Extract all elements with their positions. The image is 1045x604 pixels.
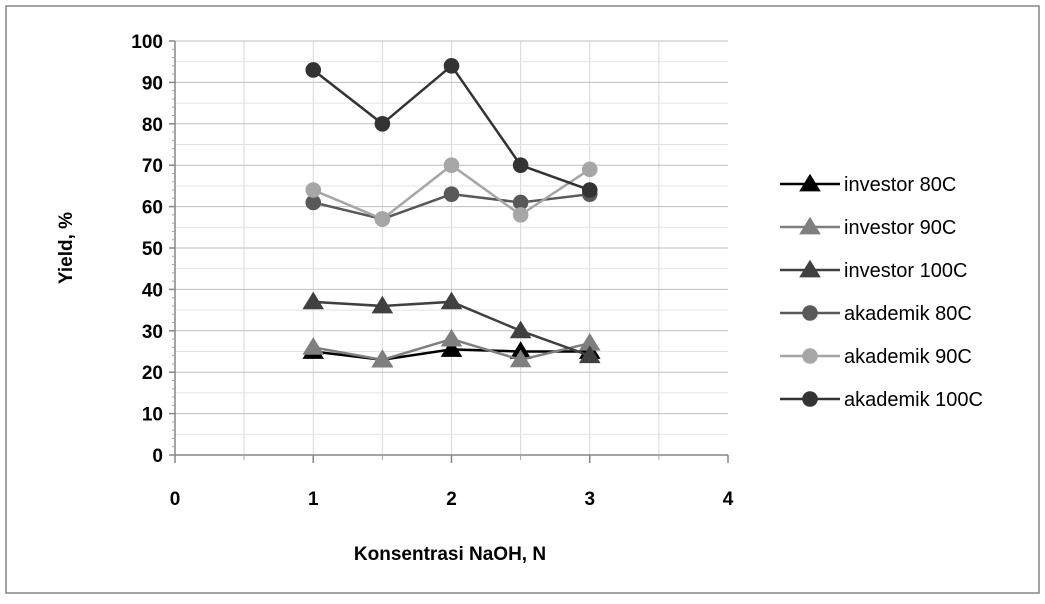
legend-label: akademik 80C: [844, 303, 972, 325]
series-4: [305, 157, 598, 227]
circle-marker: [443, 58, 460, 74]
x-axis-title: Konsentrasi NaOH, N: [354, 544, 546, 565]
triangle-marker: [799, 216, 821, 235]
legend-label: akademik 90C: [844, 346, 972, 368]
y-tick-label: 80: [142, 115, 163, 136]
triangle-marker: [799, 259, 821, 278]
y-tick-label: 0: [152, 446, 163, 467]
circle-marker: [305, 194, 322, 211]
triangle-marker: [440, 339, 463, 357]
y-tick-label: 30: [142, 322, 163, 343]
y-tick-label: 90: [142, 73, 163, 94]
series-2: [302, 291, 601, 364]
legend-label: akademik 100C: [844, 389, 983, 411]
circle-marker: [443, 157, 460, 173]
y-tick-label: 10: [142, 405, 163, 426]
triangle-marker: [302, 337, 325, 355]
chart-border: [5, 5, 1040, 594]
triangle-marker: [440, 328, 463, 347]
circle-marker: [374, 116, 391, 132]
circle-marker: [305, 182, 322, 198]
triangle-marker: [371, 349, 394, 368]
circle-marker: [802, 305, 818, 321]
legend-item: investor 100C: [780, 259, 967, 282]
legend-item: investor 80C: [780, 173, 956, 196]
triangle-marker: [440, 291, 463, 310]
circle-marker: [512, 194, 529, 211]
circle-marker: [512, 207, 529, 223]
triangle-marker: [302, 291, 325, 310]
triangle-marker: [799, 173, 821, 192]
x-tick-label: 3: [584, 489, 595, 510]
y-tick-label: 60: [142, 198, 163, 219]
circle-marker: [802, 391, 818, 407]
legend-item: investor 90C: [780, 216, 956, 239]
data-series: [302, 58, 601, 368]
legend-label: investor 100C: [844, 260, 967, 282]
triangle-marker: [509, 349, 532, 368]
y-tick-label: 70: [142, 156, 163, 177]
y-tick-label: 40: [142, 280, 163, 301]
axes: [169, 40, 729, 463]
circle-marker: [443, 186, 460, 202]
legend-item: akademik 90C: [780, 346, 972, 368]
grid-lines: [175, 40, 728, 455]
legend-label: investor 90C: [844, 217, 956, 239]
triangle-marker: [509, 320, 532, 339]
circle-marker: [802, 348, 818, 364]
legend: investor 80C investor 90C investor 100C aka…: [780, 173, 983, 411]
x-tick-label: 2: [446, 489, 457, 510]
y-axis-title: Yield, %: [56, 212, 77, 284]
triangle-marker: [578, 332, 601, 351]
triangle-marker: [578, 345, 601, 364]
x-tick-label: 0: [170, 489, 181, 510]
legend-item: akademik 100C: [780, 389, 983, 411]
y-tick-label: 50: [142, 239, 163, 260]
x-tick-label: 4: [723, 489, 734, 510]
series-1: [302, 328, 601, 368]
circle-marker: [512, 157, 529, 173]
triangle-marker: [371, 295, 394, 314]
circle-marker: [581, 182, 598, 198]
tick-labels: 0 10 20 30 40 50 60 70 80 90 100 0 1 2 3 4: [131, 32, 733, 510]
circle-marker: [305, 62, 322, 78]
circle-marker: [374, 211, 391, 227]
x-tick-label: 1: [308, 489, 319, 510]
series-5: [305, 58, 598, 198]
y-tick-label: 20: [142, 363, 163, 384]
circle-marker: [581, 161, 598, 178]
y-tick-label: 100: [131, 32, 163, 53]
legend-item: akademik 80C: [780, 303, 972, 325]
legend-label: investor 80C: [844, 174, 956, 196]
